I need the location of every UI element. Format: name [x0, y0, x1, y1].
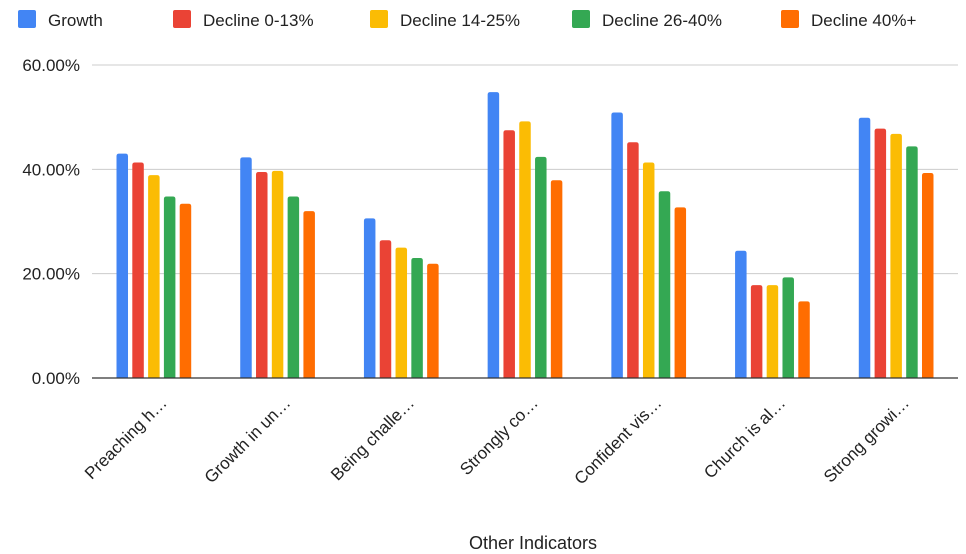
bar — [303, 211, 315, 378]
legend-swatch — [781, 10, 799, 28]
legend-label: Growth — [48, 11, 103, 30]
bar — [411, 258, 423, 378]
x-tick-label: Growth in un… — [201, 393, 295, 487]
y-tick-label: 0.00% — [32, 369, 80, 388]
bars — [116, 92, 934, 379]
legend-label: Decline 40%+ — [811, 11, 916, 30]
bar — [890, 133, 902, 378]
x-axis-ticks: Preaching h… Growth in un… Being challe… St… — [81, 393, 913, 488]
bar — [535, 156, 547, 378]
bar — [271, 170, 284, 378]
bar — [550, 180, 563, 378]
bar — [750, 285, 763, 378]
bar — [363, 218, 376, 378]
bar — [735, 250, 747, 378]
y-axis-ticks: 0.00% 20.00% 40.00% 60.00% — [22, 56, 80, 388]
bar — [798, 301, 810, 378]
bar — [487, 92, 500, 379]
legend-label: Decline 26-40% — [602, 11, 722, 30]
bar — [395, 247, 408, 378]
bar — [148, 175, 160, 378]
x-tick-label: Strongly co… — [456, 393, 542, 479]
x-tick-label: Preaching h… — [81, 393, 171, 483]
legend-swatch — [18, 10, 36, 28]
legend-swatch — [370, 10, 388, 28]
bar — [921, 172, 934, 378]
bar — [503, 130, 515, 378]
bar — [611, 112, 623, 378]
bar — [240, 157, 252, 378]
bar — [287, 196, 300, 378]
bar — [519, 121, 531, 378]
legend-swatch — [572, 10, 590, 28]
bar — [906, 146, 918, 378]
bar — [116, 153, 129, 378]
bar — [379, 240, 392, 378]
x-tick-label: Being challe… — [327, 393, 418, 484]
y-tick-label: 60.00% — [22, 56, 80, 75]
legend: Growth Decline 0-13% Decline 14-25% Decline… — [18, 10, 916, 30]
bar — [782, 277, 794, 378]
legend-swatch — [173, 10, 191, 28]
x-axis-title: Other Indicators — [469, 533, 597, 553]
bar — [427, 263, 439, 378]
x-tick-label: Strong growi… — [820, 393, 913, 486]
bar — [766, 285, 779, 378]
bar — [163, 196, 176, 378]
bar — [858, 117, 871, 379]
bar — [256, 171, 268, 378]
y-tick-label: 20.00% — [22, 265, 80, 284]
x-tick-label: Confident vis… — [571, 393, 666, 488]
bar — [874, 128, 887, 378]
bar — [179, 203, 192, 378]
x-tick-label: Church is al… — [700, 393, 789, 482]
bar — [132, 162, 144, 378]
y-tick-label: 40.00% — [22, 160, 80, 179]
legend-label: Decline 0-13% — [203, 11, 314, 30]
bar — [674, 207, 687, 378]
bar — [642, 162, 655, 378]
bar — [658, 191, 671, 378]
bar — [627, 142, 639, 378]
legend-label: Decline 14-25% — [400, 11, 520, 30]
